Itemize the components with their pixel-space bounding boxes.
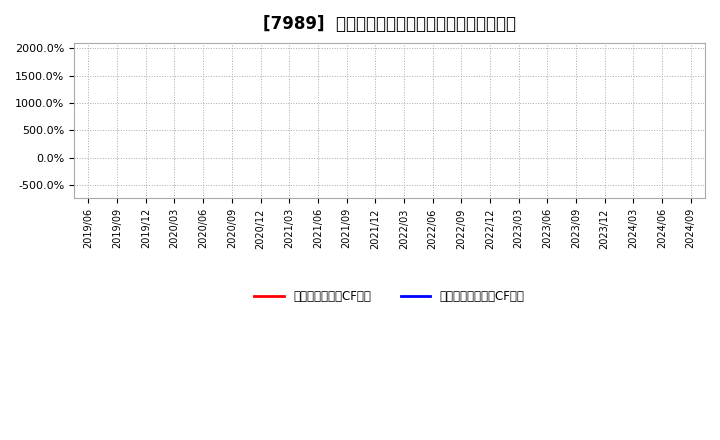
Title: [7989]  有利子負債キャッシュフロー比率の推移: [7989] 有利子負債キャッシュフロー比率の推移 (263, 15, 516, 33)
Legend: 有利子負債営業CF比率, 有利子負債フリーCF比率: 有利子負債営業CF比率, 有利子負債フリーCF比率 (250, 285, 529, 308)
